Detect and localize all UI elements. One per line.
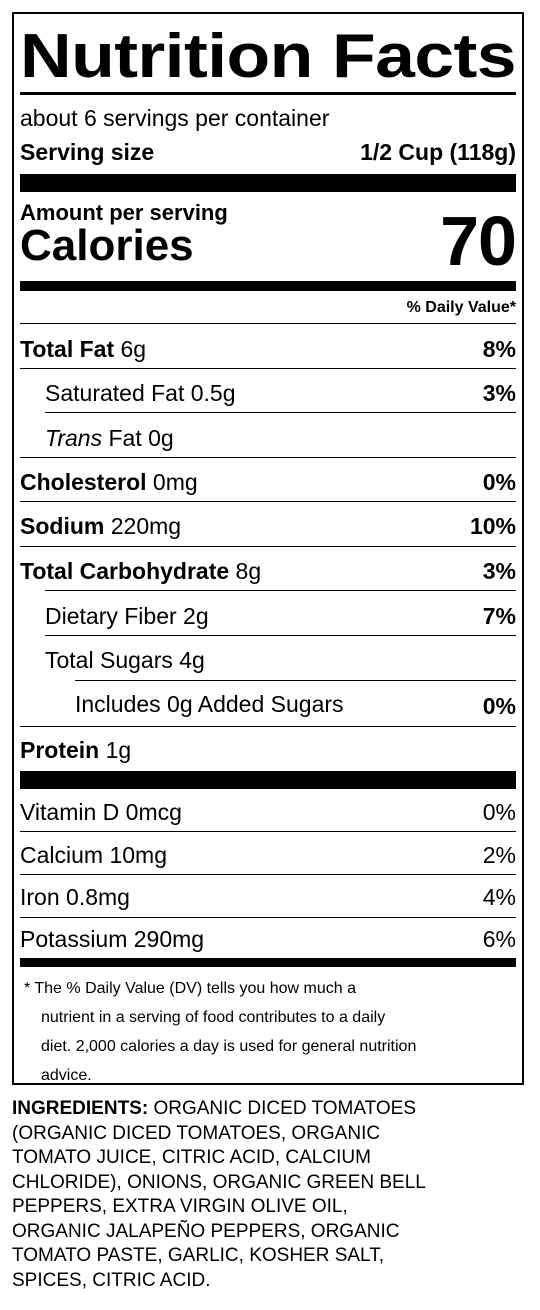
nutrition-facts-title: Nutrition Facts — [20, 22, 517, 91]
row-divider — [20, 323, 516, 324]
row-divider — [75, 680, 516, 681]
dietary-fiber-dv: 7% — [482, 603, 516, 629]
nutrition-facts-panel: Nutrition Facts about 6 servings per con… — [12, 12, 524, 1085]
row-divider — [20, 726, 516, 727]
vitamin-d-dv: 0% — [482, 799, 516, 825]
row-divider — [20, 917, 516, 918]
row-divider — [45, 635, 516, 636]
amount-per-serving: Amount per serving — [20, 200, 228, 225]
sodium-row: Sodium 220mg — [20, 515, 181, 538]
cholesterol-dv: 0% — [482, 469, 516, 495]
thick-divider-vitamins — [20, 771, 516, 789]
added-sugars-label: Includes 0g Added Sugars — [75, 691, 344, 717]
iron-label: Iron 0.8mg — [20, 884, 130, 910]
ingredients-label: INGREDIENTS: — [12, 1098, 149, 1119]
ingredients-line: TOMATO PASTE, GARLIC, KOSHER SALT, — [12, 1245, 384, 1266]
ingredients-line: SPICES, CITRIC ACID. — [12, 1269, 211, 1291]
calcium-dv: 2% — [482, 842, 516, 868]
added-sugars-dv: 0% — [482, 693, 516, 719]
servings-per-container: about 6 servings per container — [20, 105, 330, 131]
cholesterol-amount: 0mg — [152, 469, 198, 495]
total-sugars-row: Total Sugars 4g — [45, 649, 205, 672]
row-divider — [45, 412, 516, 413]
daily-value-footnote: * The % Daily Value (DV) tells you how m… — [24, 974, 516, 1090]
row-divider — [20, 368, 516, 369]
trans-fat-name-suffix: Fat — [108, 425, 142, 451]
dietary-fiber-amount: 2g — [183, 603, 209, 629]
row-divider — [20, 501, 516, 502]
saturated-fat-amount: 0.5g — [190, 380, 236, 406]
row-divider — [20, 457, 516, 458]
footnote-line: * The % Daily Value (DV) tells you how m… — [24, 980, 356, 997]
row-divider — [20, 831, 516, 832]
calories-value: 70 — [440, 202, 517, 280]
footnote-line: nutrient in a serving of food contribute… — [41, 1009, 386, 1026]
row-divider — [20, 874, 516, 875]
cholesterol-row: Cholesterol 0mg — [20, 471, 198, 494]
ingredients-line: PEPPERS, EXTRA VIRGIN OLIVE OIL, — [12, 1196, 348, 1217]
title-divider — [20, 92, 516, 95]
total-fat-amount: 6g — [120, 336, 147, 362]
total-carbohydrate-row: Total Carbohydrate 8g — [20, 560, 261, 583]
row-divider — [45, 590, 516, 591]
ingredients-line: TOMATO JUICE, CITRIC ACID, CALCIUM — [12, 1147, 371, 1168]
dietary-fiber-name: Dietary Fiber — [45, 603, 177, 629]
cholesterol-name: Cholesterol — [20, 469, 147, 495]
vitamin-d-label: Vitamin D 0mcg — [20, 799, 182, 825]
protein-name: Protein — [20, 737, 100, 763]
dietary-fiber-row: Dietary Fiber 2g — [45, 605, 209, 628]
total-carbohydrate-name: Total Carbohydrate — [20, 558, 230, 584]
sodium-name: Sodium — [20, 513, 105, 539]
daily-value-header: % Daily Value* — [406, 299, 516, 316]
total-fat-name: Total Fat — [20, 336, 115, 362]
serving-size-label: Serving size — [20, 139, 155, 165]
saturated-fat-dv: 3% — [482, 380, 516, 406]
total-carbohydrate-amount: 8g — [235, 558, 262, 584]
ingredients-line: (ORGANIC DICED TOMATOES, ORGANIC — [12, 1122, 381, 1144]
sodium-amount: 220mg — [110, 513, 182, 539]
total-sugars-amount: 4g — [179, 647, 205, 673]
serving-size-value: 1/2 Cup (118g) — [360, 139, 516, 165]
potassium-dv: 6% — [482, 926, 516, 952]
ingredients-line: ORGANIC JALAPEÑO PEPPERS, ORGANIC — [12, 1220, 400, 1242]
protein-row: Protein 1g — [20, 739, 131, 762]
total-fat-dv: 8% — [482, 336, 516, 362]
thick-divider-top — [20, 174, 516, 192]
footnote-line: diet. 2,000 calories a day is used for g… — [41, 1038, 417, 1055]
thick-divider-footnote — [20, 958, 516, 967]
footnote-line: advice. — [41, 1067, 92, 1084]
ingredients-statement: INGREDIENTS: ORGANIC DICED TOMATOES (ORG… — [12, 1097, 524, 1293]
total-carbohydrate-dv: 3% — [482, 558, 516, 584]
total-fat-row: Total Fat 6g — [20, 338, 146, 361]
potassium-label: Potassium 290mg — [20, 926, 205, 952]
calories-label: Calories — [20, 221, 194, 270]
saturated-fat-name: Saturated Fat — [45, 380, 185, 406]
calcium-label: Calcium 10mg — [20, 842, 167, 868]
iron-dv: 4% — [482, 884, 516, 910]
trans-fat-name: Trans — [45, 425, 103, 451]
saturated-fat-row: Saturated Fat 0.5g — [45, 382, 236, 405]
trans-fat-amount: 0g — [148, 425, 174, 451]
sodium-dv: 10% — [469, 513, 516, 539]
ingredients-line: ORGANIC DICED TOMATOES — [153, 1098, 416, 1119]
row-divider — [20, 546, 516, 547]
protein-amount: 1g — [105, 737, 132, 763]
trans-fat-row: Trans Fat 0g — [45, 427, 174, 450]
total-sugars-name: Total Sugars — [45, 647, 173, 673]
ingredients-line: CHLORIDE), ONIONS, ORGANIC GREEN BELL — [12, 1171, 426, 1193]
thick-divider-calories — [20, 281, 516, 291]
